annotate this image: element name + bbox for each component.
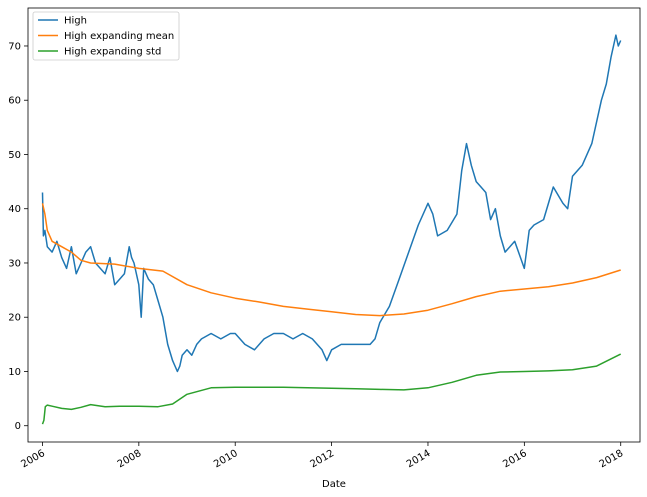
legend-box bbox=[32, 11, 180, 61]
legend-label-2: High expanding std bbox=[64, 47, 161, 58]
y-tick-label: 10 bbox=[8, 367, 21, 378]
series-layer bbox=[41, 34, 622, 425]
series-line-0 bbox=[41, 34, 622, 373]
y-tick-label: 70 bbox=[8, 41, 21, 52]
x-tick-label: 2016 bbox=[501, 448, 529, 470]
x-tick-label: 2010 bbox=[212, 448, 240, 470]
plot-background bbox=[28, 8, 640, 442]
x-axis-title: Date bbox=[322, 479, 346, 490]
y-tick-label: 40 bbox=[8, 204, 21, 215]
series-line-1 bbox=[41, 203, 621, 317]
series-line-2 bbox=[41, 353, 622, 425]
x-tick-label: 2012 bbox=[309, 448, 337, 470]
legend: High High expanding mean High expanding st… bbox=[32, 11, 180, 61]
y-tick-label: 30 bbox=[8, 258, 21, 269]
plot-frame bbox=[27, 7, 641, 443]
x-tick-label: 2014 bbox=[405, 448, 433, 470]
y-tick-label: 50 bbox=[8, 150, 21, 161]
legend-label-1: High expanding mean bbox=[64, 31, 174, 42]
x-tick-label: 2018 bbox=[598, 448, 626, 470]
y-tick-label: 60 bbox=[8, 96, 21, 107]
x-tick-label: 2006 bbox=[19, 448, 47, 470]
y-tick-label: 20 bbox=[8, 313, 21, 324]
x-tick-label: 2008 bbox=[116, 448, 144, 470]
legend-label-0: High bbox=[64, 16, 87, 27]
y-tick-label: 0 bbox=[15, 421, 21, 432]
